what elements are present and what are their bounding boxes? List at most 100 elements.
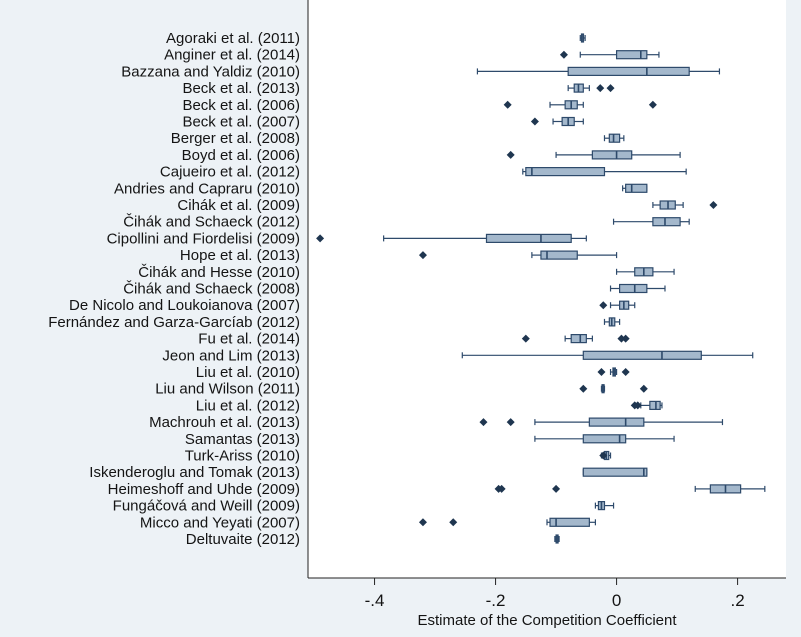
category-label: Berger et al. (2008) bbox=[171, 130, 300, 147]
outlier-point bbox=[709, 201, 718, 209]
iqr-box bbox=[591, 150, 633, 160]
outlier-point bbox=[579, 384, 588, 393]
category-label: Deltuvaite (2012) bbox=[186, 531, 300, 548]
category-label: Samantas (2013) bbox=[185, 431, 300, 448]
category-label: Boyd et al. (2006) bbox=[182, 147, 300, 164]
box-row bbox=[521, 334, 630, 344]
category-label: Cipollini and Fiordelisi (2009) bbox=[107, 230, 300, 247]
box-row bbox=[316, 233, 587, 243]
category-label: Cajueiro et al. (2012) bbox=[160, 164, 300, 181]
outlier-point bbox=[316, 234, 325, 243]
iqr-box bbox=[588, 417, 645, 427]
box-row bbox=[554, 534, 560, 544]
iqr-box bbox=[567, 66, 690, 77]
category-label: Čihák and Schaeck (2008) bbox=[123, 281, 300, 298]
box-row bbox=[603, 133, 625, 143]
box-row bbox=[599, 450, 612, 461]
box-row bbox=[476, 66, 721, 77]
box-row bbox=[479, 417, 724, 427]
x-tick-label: 0 bbox=[612, 591, 621, 610]
outlier-point bbox=[621, 368, 630, 376]
category-label: Liu et al. (2010) bbox=[196, 364, 300, 381]
iqr-box bbox=[582, 467, 648, 477]
box-row bbox=[612, 217, 690, 227]
box-row bbox=[582, 467, 648, 477]
category-label: Cihák et al. (2009) bbox=[177, 197, 300, 214]
category-label: Anginer et al. (2014) bbox=[164, 47, 300, 64]
box-row bbox=[418, 517, 597, 527]
iqr-box bbox=[485, 233, 572, 243]
outlier-point bbox=[597, 368, 606, 376]
outlier-point bbox=[418, 518, 427, 527]
box-row bbox=[597, 367, 630, 377]
outlier-point bbox=[639, 384, 648, 393]
category-label: Agoraki et al. (2011) bbox=[166, 30, 300, 47]
outlier-point bbox=[530, 117, 539, 126]
outlier-point bbox=[599, 301, 608, 310]
iqr-box bbox=[652, 217, 681, 227]
iqr-box bbox=[619, 283, 648, 294]
box-row bbox=[534, 434, 675, 444]
category-label: Fernández and Garza-Garcíab (2012) bbox=[48, 314, 300, 331]
x-tick-label: .2 bbox=[731, 591, 745, 610]
category-label: Machrouh et al. (2013) bbox=[149, 414, 300, 431]
outlier-point bbox=[521, 334, 530, 343]
outlier-point bbox=[633, 401, 642, 410]
category-label: Beck et al. (2013) bbox=[182, 80, 300, 97]
outlier-point bbox=[449, 518, 458, 527]
box-row bbox=[530, 116, 584, 127]
box-row bbox=[418, 250, 618, 260]
outlier-point bbox=[506, 150, 515, 159]
iqr-box bbox=[540, 250, 578, 260]
outlier-point bbox=[506, 418, 515, 427]
x-axis-title: Estimate of the Competition Coefficient bbox=[417, 612, 677, 629]
box-row bbox=[506, 150, 681, 160]
category-label: Hope et al. (2013) bbox=[180, 247, 300, 264]
category-label: Heimeshoff and Uhde (2009) bbox=[108, 481, 300, 498]
category-label: Liu and Wilson (2011) bbox=[155, 381, 300, 398]
category-label: Andries and Capraru (2010) bbox=[114, 180, 300, 197]
category-label: Beck et al. (2007) bbox=[182, 114, 300, 131]
iqr-box bbox=[649, 400, 661, 410]
iqr-box bbox=[608, 133, 621, 143]
category-label: Jeon and Lim (2013) bbox=[162, 347, 300, 364]
outlier-point bbox=[479, 418, 488, 427]
outlier-point bbox=[596, 84, 605, 93]
box-row bbox=[603, 317, 621, 327]
category-label: Čihák and Hesse (2010) bbox=[138, 264, 300, 281]
iqr-box bbox=[549, 517, 590, 527]
category-label: Fungáčová and Weill (2009) bbox=[113, 498, 300, 515]
outlier-point bbox=[559, 50, 568, 59]
iqr-box bbox=[625, 183, 648, 193]
category-label: Bazzana and Yaldiz (2010) bbox=[121, 63, 300, 80]
category-label: Fu et al. (2014) bbox=[198, 331, 300, 348]
category-label: Micco and Yeyati (2007) bbox=[140, 514, 300, 531]
box-row bbox=[494, 484, 766, 494]
category-labels: Agoraki et al. (2011)Anginer et al. (201… bbox=[48, 30, 300, 548]
plot-area bbox=[308, 0, 786, 578]
iqr-box bbox=[570, 334, 587, 344]
category-label: De Nicolo and Loukoianova (2007) bbox=[69, 297, 300, 314]
box-row bbox=[579, 33, 586, 43]
category-label: Turk-Ariss (2010) bbox=[185, 448, 300, 465]
outlier-point bbox=[621, 334, 630, 343]
x-axis-ticks: -.4 -.2 0 .2 bbox=[365, 578, 745, 610]
box-row bbox=[461, 350, 754, 360]
box-row bbox=[594, 501, 615, 511]
outlier-point bbox=[503, 100, 512, 109]
iqr-box bbox=[582, 434, 627, 444]
x-tick-label: -.4 bbox=[365, 591, 385, 610]
box-row bbox=[503, 100, 657, 110]
box-row bbox=[609, 283, 666, 294]
category-label: Liu et al. (2012) bbox=[196, 397, 300, 414]
box-row bbox=[622, 183, 648, 193]
category-label: Čihák and Schaeck (2012) bbox=[123, 214, 300, 231]
outlier-point bbox=[418, 251, 427, 260]
box-series bbox=[316, 33, 766, 544]
category-label: Iskenderoglu and Tomak (2013) bbox=[89, 464, 300, 481]
box-row bbox=[652, 200, 718, 210]
box-row bbox=[567, 83, 615, 93]
outlier-point bbox=[648, 100, 657, 109]
box-row bbox=[579, 384, 648, 394]
